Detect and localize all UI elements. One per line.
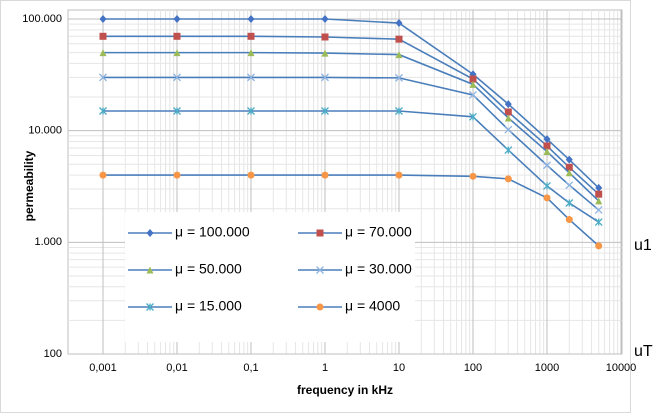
series-line bbox=[103, 51, 600, 202]
x-tick-label: 10000 bbox=[606, 362, 637, 374]
marker bbox=[565, 216, 573, 224]
marker bbox=[504, 114, 512, 122]
x-tick-label: 0,1 bbox=[243, 362, 258, 374]
legend-marker bbox=[146, 229, 154, 237]
marker bbox=[504, 125, 513, 134]
marker bbox=[565, 181, 574, 190]
marker bbox=[469, 172, 477, 180]
marker bbox=[469, 112, 477, 121]
marker bbox=[504, 100, 512, 109]
marker bbox=[595, 190, 603, 198]
marker bbox=[173, 49, 181, 57]
marker bbox=[173, 73, 181, 82]
y-tick-label: 100.000 bbox=[22, 13, 62, 25]
marker bbox=[99, 49, 107, 57]
x-tick-label: 10 bbox=[393, 362, 405, 374]
legend-marker bbox=[316, 229, 324, 237]
marker bbox=[543, 148, 551, 156]
y-tick-label: 10.000 bbox=[28, 125, 62, 137]
legend-marker bbox=[146, 266, 154, 274]
marker bbox=[395, 19, 403, 28]
legend-label: μ = 15.000 bbox=[175, 298, 242, 314]
marker bbox=[595, 183, 603, 192]
legend-label: μ = 50.000 bbox=[175, 261, 242, 277]
x-tick-label: 1000 bbox=[535, 362, 559, 374]
marker bbox=[595, 197, 603, 205]
marker bbox=[543, 135, 551, 144]
series-line bbox=[103, 35, 600, 195]
marker bbox=[504, 146, 513, 155]
x-tick-label: 1 bbox=[322, 362, 328, 374]
marker bbox=[565, 199, 574, 207]
marker bbox=[247, 32, 255, 40]
series-line bbox=[103, 76, 600, 211]
legend-label: μ = 100.000 bbox=[175, 224, 250, 240]
marker bbox=[469, 75, 477, 83]
legend-label: μ = 30.000 bbox=[345, 261, 412, 277]
marker bbox=[469, 80, 477, 88]
marker bbox=[594, 205, 603, 214]
marker bbox=[565, 169, 573, 177]
marker bbox=[321, 49, 329, 57]
marker bbox=[395, 51, 403, 59]
marker bbox=[247, 107, 255, 115]
y-axis-title: permeability bbox=[22, 150, 36, 221]
marker bbox=[395, 73, 403, 82]
annotation: uT bbox=[634, 343, 653, 360]
marker bbox=[321, 171, 329, 179]
marker bbox=[321, 15, 329, 23]
marker bbox=[543, 194, 551, 202]
x-axis-title: frequency in kHz bbox=[297, 383, 393, 397]
marker bbox=[469, 90, 477, 99]
x-tick-label: 100 bbox=[464, 362, 482, 374]
series-line bbox=[103, 18, 600, 189]
marker bbox=[395, 35, 403, 43]
marker bbox=[543, 161, 551, 170]
x-tick-label: 0,01 bbox=[166, 362, 187, 374]
marker bbox=[594, 218, 603, 226]
marker bbox=[99, 171, 107, 179]
marker bbox=[247, 15, 255, 23]
marker bbox=[99, 15, 107, 23]
y-tick-label: 100 bbox=[44, 348, 62, 360]
marker bbox=[247, 49, 255, 57]
marker bbox=[173, 15, 181, 23]
marker bbox=[247, 73, 255, 82]
marker bbox=[99, 107, 107, 115]
marker bbox=[565, 155, 573, 164]
chart-frame bbox=[0, 0, 631, 413]
marker bbox=[99, 32, 107, 40]
series-line bbox=[103, 110, 600, 223]
marker bbox=[173, 171, 181, 179]
marker bbox=[543, 181, 551, 190]
marker bbox=[395, 171, 403, 179]
legend-label: μ = 70.000 bbox=[345, 224, 412, 240]
marker bbox=[321, 107, 329, 115]
legend-marker bbox=[146, 303, 154, 311]
legend-marker bbox=[316, 303, 324, 311]
x-tick-label: 0,001 bbox=[89, 362, 117, 374]
marker bbox=[173, 32, 181, 40]
marker bbox=[247, 171, 255, 179]
legend-box bbox=[125, 212, 415, 342]
marker bbox=[173, 107, 181, 115]
marker bbox=[395, 107, 403, 115]
marker bbox=[321, 33, 329, 41]
marker bbox=[504, 108, 512, 116]
annotation: u1 bbox=[634, 237, 652, 254]
legend-label: μ = 4000 bbox=[345, 298, 400, 314]
series-line bbox=[103, 174, 600, 247]
marker bbox=[99, 73, 107, 82]
marker bbox=[595, 242, 603, 250]
marker bbox=[321, 73, 329, 82]
marker bbox=[565, 163, 573, 171]
legend-marker bbox=[316, 266, 324, 274]
marker bbox=[504, 175, 512, 183]
y-tick-label: 1.000 bbox=[34, 236, 62, 248]
legend: μ = 100.000 μ = 70.000 μ = 50.000 μ = 30.00… bbox=[125, 212, 415, 342]
marker bbox=[543, 142, 551, 150]
